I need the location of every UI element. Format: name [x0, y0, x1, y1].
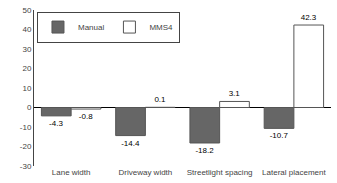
svg-text:MMS4: MMS4	[149, 23, 173, 32]
svg-text:Lane width: Lane width	[52, 168, 91, 177]
svg-text:10: 10	[22, 84, 31, 93]
svg-text:-30: -30	[20, 162, 32, 171]
svg-text:30: 30	[22, 45, 31, 54]
svg-text:Manual: Manual	[78, 23, 104, 32]
svg-text:3.1: 3.1	[229, 89, 241, 98]
svg-text:-14.4: -14.4	[121, 139, 140, 148]
svg-text:0: 0	[27, 103, 32, 112]
svg-text:-10: -10	[20, 123, 32, 132]
svg-text:-18.2: -18.2	[195, 146, 214, 155]
svg-text:Driveway width: Driveway width	[118, 168, 172, 177]
svg-text:-0.8: -0.8	[79, 112, 93, 121]
svg-text:Streetlight spacing: Streetlight spacing	[187, 168, 253, 177]
svg-text:50: 50	[22, 6, 31, 15]
svg-text:-20: -20	[20, 142, 32, 151]
svg-text:42.3: 42.3	[301, 13, 317, 22]
svg-text:-10.7: -10.7	[270, 131, 289, 140]
svg-text:Lateral placement: Lateral placement	[262, 168, 326, 177]
svg-text:0.1: 0.1	[154, 95, 166, 104]
svg-text:20: 20	[22, 64, 31, 73]
svg-text:40: 40	[22, 25, 31, 34]
svg-text:-4.3: -4.3	[49, 119, 63, 128]
